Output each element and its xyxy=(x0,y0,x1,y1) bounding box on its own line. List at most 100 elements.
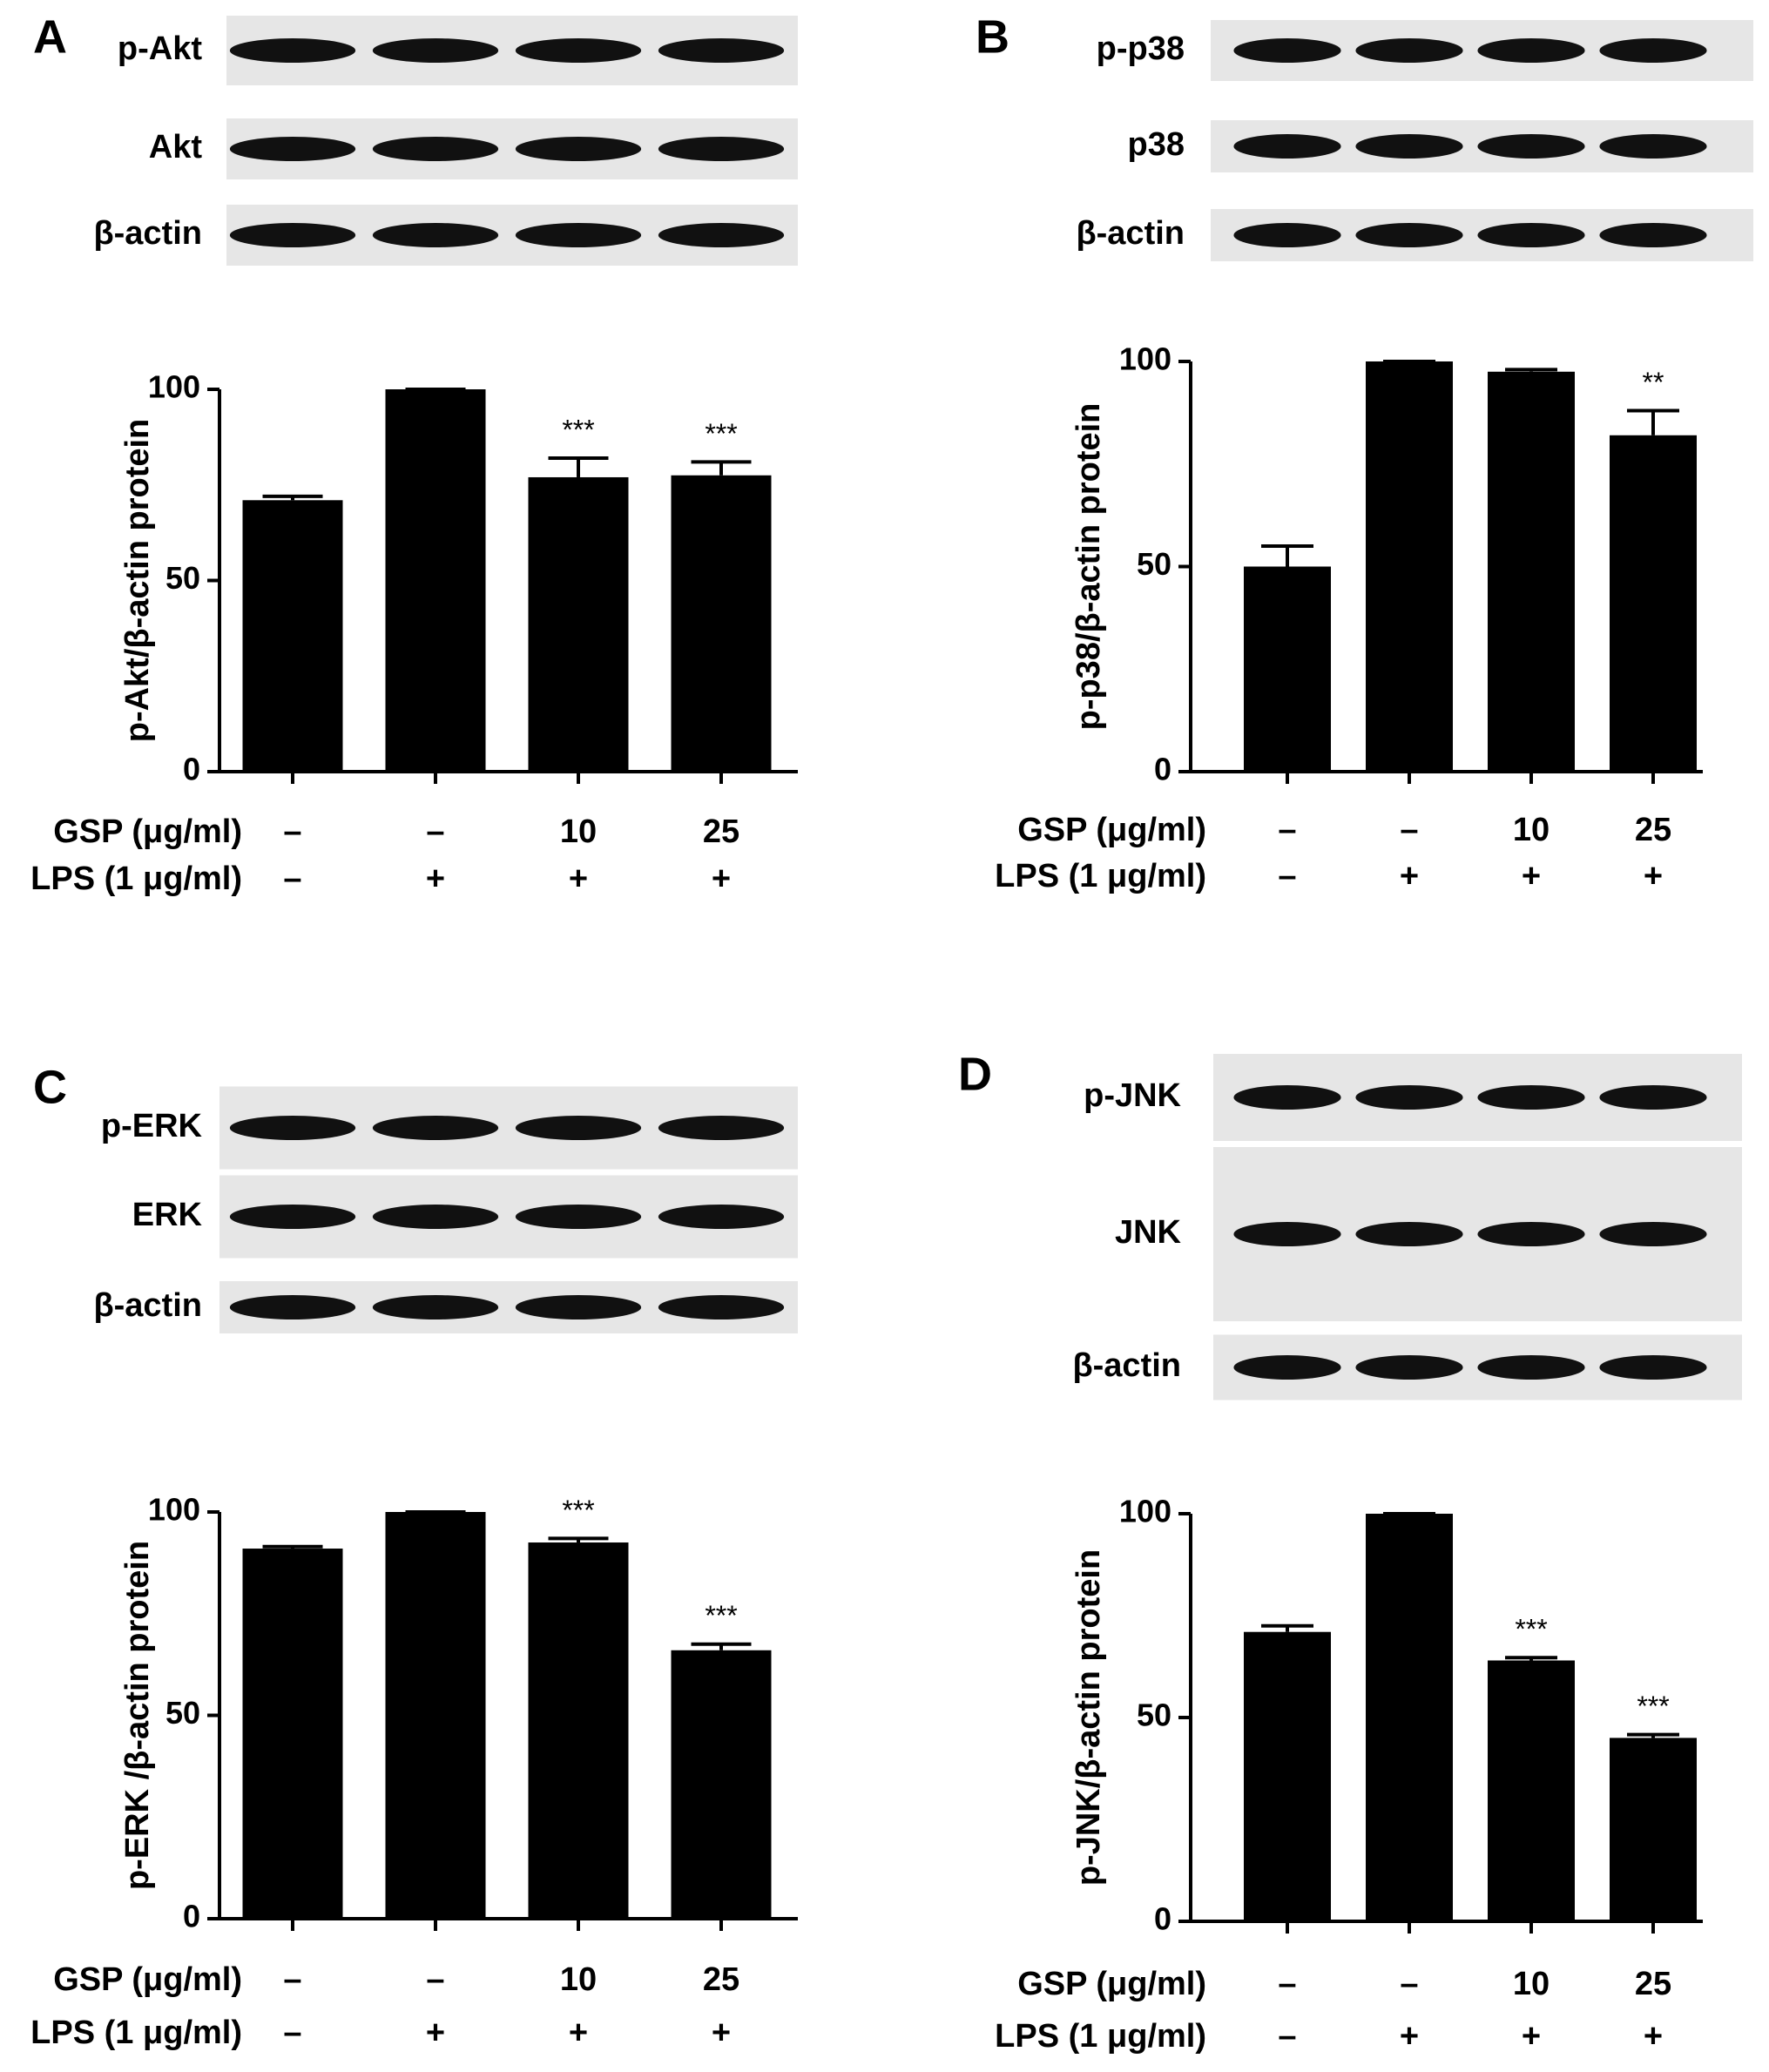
bar xyxy=(1244,1631,1331,1921)
blot-band xyxy=(1599,38,1707,63)
blot-band xyxy=(658,38,785,63)
significance: *** xyxy=(562,414,594,445)
blot-band xyxy=(515,38,642,63)
blot-band xyxy=(1233,1355,1341,1380)
condition-label: + xyxy=(426,861,445,897)
blot-band xyxy=(1599,134,1707,159)
blot-band xyxy=(658,137,785,161)
blot-band xyxy=(1355,223,1463,247)
blot-band xyxy=(1355,1355,1463,1380)
bar xyxy=(671,1650,772,1919)
blot-band xyxy=(1477,1222,1585,1246)
y-axis-label: p-JNK/β-actin protein xyxy=(1070,1549,1107,1886)
blot-label: p-p38 xyxy=(1097,30,1185,67)
y-tick-label: 100 xyxy=(1119,1494,1171,1529)
blot-band xyxy=(229,38,356,63)
condition-label: – xyxy=(426,1961,444,1998)
bar xyxy=(1610,435,1697,772)
bar xyxy=(1488,1660,1575,1921)
bar xyxy=(528,476,629,772)
bar xyxy=(1366,1514,1453,1921)
panel-letter: D xyxy=(958,1048,992,1100)
condition-label: – xyxy=(1278,2018,1296,2055)
y-tick-label: 100 xyxy=(148,1492,200,1528)
condition-label: + xyxy=(1644,2018,1663,2055)
condition-label: 10 xyxy=(560,1961,597,1998)
condition-label: – xyxy=(1278,1966,1296,2002)
significance: *** xyxy=(705,1600,737,1631)
blot-band xyxy=(1233,1222,1341,1246)
blot-band xyxy=(229,1116,356,1140)
y-tick-label: 0 xyxy=(1154,752,1171,787)
bar xyxy=(1488,371,1575,772)
blot-band xyxy=(229,1295,356,1319)
bar xyxy=(671,475,772,772)
blot-band xyxy=(1233,38,1341,63)
bar xyxy=(1366,361,1453,772)
blot-label: β-actin xyxy=(93,1287,202,1324)
blot-band xyxy=(515,1205,642,1229)
bar xyxy=(1610,1738,1697,1921)
significance: *** xyxy=(1637,1691,1669,1722)
condition-label: – xyxy=(283,2015,301,2051)
condition-label: + xyxy=(569,2015,588,2051)
row-name: LPS (1 μg/ml) xyxy=(995,858,1206,894)
blot-band xyxy=(1233,1085,1341,1110)
condition-label: 10 xyxy=(1513,1966,1550,2002)
blot-band xyxy=(372,1116,499,1140)
blot-band xyxy=(1233,223,1341,247)
condition-label: – xyxy=(283,861,301,897)
row-name: LPS (1 μg/ml) xyxy=(30,861,242,897)
blot-band xyxy=(1355,1085,1463,1110)
blot-label: JNK xyxy=(1115,1214,1182,1251)
blot-band xyxy=(658,1116,785,1140)
blot-band xyxy=(372,38,499,63)
row-name: GSP (μg/ml) xyxy=(53,813,242,850)
y-axis-label: p-ERK /β-actin protein xyxy=(119,1541,156,1890)
blot-band xyxy=(229,1205,356,1229)
blot-label: β-actin xyxy=(1076,215,1185,252)
y-tick-label: 100 xyxy=(148,369,200,405)
bar xyxy=(385,389,486,772)
blot-band xyxy=(1233,134,1341,159)
condition-label: – xyxy=(426,813,444,850)
condition-label: + xyxy=(1644,858,1663,894)
condition-label: + xyxy=(712,2015,731,2051)
blot-band xyxy=(372,137,499,161)
condition-label: 25 xyxy=(1635,812,1671,848)
significance: *** xyxy=(1515,1614,1547,1645)
y-tick-label: 50 xyxy=(1137,546,1171,582)
condition-label: – xyxy=(283,813,301,850)
condition-label: + xyxy=(1522,858,1541,894)
blot-label: β-actin xyxy=(1072,1347,1181,1384)
row-name: GSP (μg/ml) xyxy=(53,1961,242,1998)
y-axis-label: p-Akt/β-actin protein xyxy=(119,419,156,743)
condition-label: – xyxy=(1400,1966,1418,2002)
bar xyxy=(385,1512,486,1919)
blot-band xyxy=(1599,1085,1707,1110)
blot-band xyxy=(372,1295,499,1319)
bar xyxy=(1244,566,1331,772)
bar xyxy=(528,1542,629,1919)
blot-band xyxy=(515,1116,642,1140)
condition-label: 25 xyxy=(703,1961,739,1998)
blot-band xyxy=(658,223,785,247)
blot-label: p38 xyxy=(1128,126,1185,163)
y-tick-label: 50 xyxy=(165,1695,200,1731)
blot-band xyxy=(1355,38,1463,63)
significance: ** xyxy=(1643,367,1664,398)
condition-label: 25 xyxy=(1635,1966,1671,2002)
condition-label: 25 xyxy=(703,813,739,850)
condition-label: – xyxy=(1400,812,1418,848)
condition-label: 10 xyxy=(1513,812,1550,848)
blot-band xyxy=(372,223,499,247)
y-tick-label: 0 xyxy=(183,1899,200,1934)
row-name: LPS (1 μg/ml) xyxy=(995,2018,1206,2055)
blot-band xyxy=(1355,1222,1463,1246)
blot-band xyxy=(1477,1085,1585,1110)
blot-band xyxy=(658,1295,785,1319)
